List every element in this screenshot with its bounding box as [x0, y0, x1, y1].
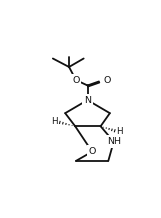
- Text: O: O: [88, 147, 96, 156]
- Text: NH: NH: [107, 137, 121, 146]
- Text: H: H: [117, 127, 123, 136]
- Text: N: N: [84, 95, 91, 105]
- Text: O: O: [103, 76, 110, 85]
- Text: O: O: [72, 76, 80, 85]
- Text: H: H: [51, 117, 58, 126]
